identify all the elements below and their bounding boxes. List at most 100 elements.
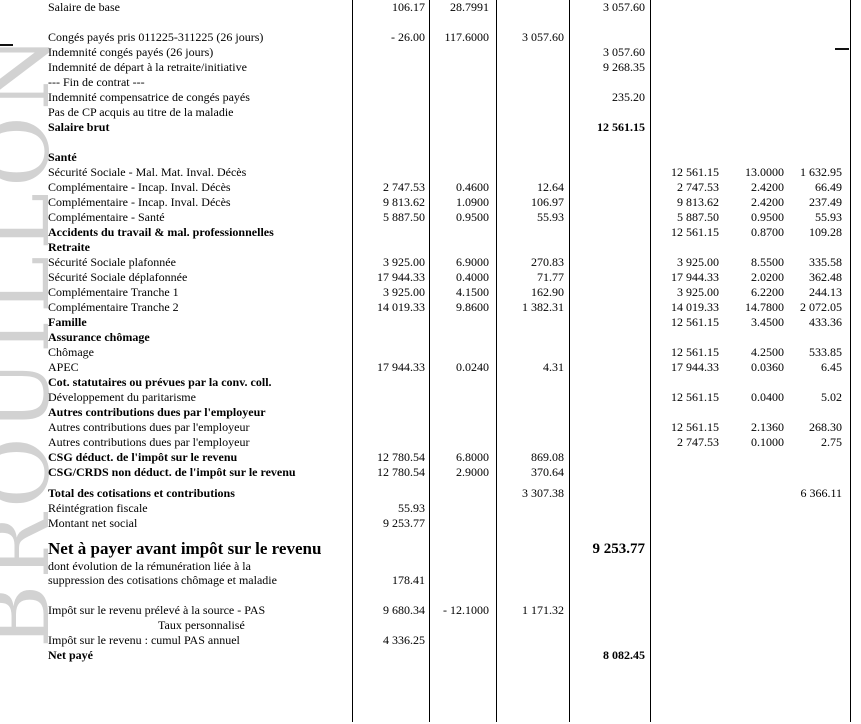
cell-amount-net bbox=[569, 390, 650, 405]
cell-rate: 6.9000 bbox=[456, 255, 489, 269]
cell-employer-rate bbox=[722, 538, 786, 560]
column-divider bbox=[650, 0, 651, 722]
table-row: Retraite bbox=[0, 240, 844, 255]
cell-employer-rate bbox=[722, 603, 786, 618]
cell-employer-base bbox=[650, 648, 722, 663]
cell-label: Complémentaire - Incap. Inval. Décès bbox=[48, 195, 231, 209]
cell-employer-rate bbox=[722, 30, 786, 45]
cell-employer-amount bbox=[786, 538, 844, 560]
table-row: CSG déduct. de l'impôt sur le revenu 12 7… bbox=[0, 450, 844, 465]
cell-employer-base bbox=[650, 486, 722, 501]
table-row: Sécurité Sociale - Mal. Mat. Inval. Décè… bbox=[0, 165, 844, 180]
cell-amount-employee: 1 382.31 bbox=[522, 300, 564, 314]
cell-rate: 0.0240 bbox=[456, 360, 489, 374]
cell-base bbox=[352, 225, 429, 240]
table-row: --- Fin de contrat --- bbox=[0, 75, 844, 90]
cell-amount-employee bbox=[496, 516, 569, 531]
cell-base bbox=[352, 435, 429, 450]
table-row: CSG/CRDS non déduct. de l'impôt sur le r… bbox=[0, 465, 844, 480]
cell-amount-employee bbox=[496, 345, 569, 360]
row-spacer bbox=[0, 531, 844, 538]
fold-mark-left bbox=[0, 44, 13, 46]
table-row: Autres contributions dues par l'employeu… bbox=[0, 405, 844, 420]
table-row: Famille 12 561.15 3.4500 433.36 bbox=[0, 315, 844, 330]
cell-amount-employee bbox=[496, 315, 569, 330]
table-row: Accidents du travail & mal. professionne… bbox=[0, 225, 844, 240]
table-row: Complémentaire Tranche 2 14 019.33 9.8600 1… bbox=[0, 300, 844, 315]
cell-employer-amount: 2.75 bbox=[821, 435, 842, 449]
cell-employer-amount bbox=[786, 516, 844, 531]
cell-rate bbox=[429, 15, 496, 30]
table-row: Cot. statutaires ou prévues par la conv.… bbox=[0, 375, 844, 390]
cell-label: Net à payer avant impôt sur le revenu bbox=[48, 539, 322, 558]
cell-amount-net bbox=[569, 360, 650, 375]
cell-employer-base bbox=[650, 501, 722, 516]
table-row: Autres contributions dues par l'employeu… bbox=[0, 420, 844, 435]
cell-amount-net bbox=[569, 240, 650, 255]
cell-amount-net bbox=[569, 435, 650, 450]
cell-base bbox=[352, 618, 429, 633]
cell-employer-base bbox=[650, 75, 722, 90]
blank-row bbox=[0, 588, 844, 603]
table-row: Montant net social 9 253.77 bbox=[0, 516, 844, 531]
cell-employer-amount bbox=[786, 60, 844, 75]
cell-employer-base bbox=[650, 135, 722, 150]
blank-row bbox=[0, 15, 844, 30]
cell-amount-employee bbox=[496, 165, 569, 180]
cell-base bbox=[352, 420, 429, 435]
cell-base bbox=[352, 45, 429, 60]
column-divider bbox=[429, 0, 430, 722]
cell-employer-rate: 14.7800 bbox=[745, 300, 784, 314]
cell-label: Réintégration fiscale bbox=[48, 501, 148, 515]
table-row: Salaire de base 106.17 28.7991 3 057.60 bbox=[0, 0, 844, 15]
cell-employer-rate bbox=[722, 330, 786, 345]
cell-employer-rate bbox=[722, 75, 786, 90]
cell-employer-rate bbox=[722, 90, 786, 105]
cell-employer-rate bbox=[722, 560, 786, 573]
cell-base: 9 680.34 bbox=[383, 603, 425, 617]
cell-amount-net bbox=[569, 420, 650, 435]
cell-label: Sécurité Sociale déplafonnée bbox=[48, 270, 188, 284]
cell-rate bbox=[429, 516, 496, 531]
cell-rate bbox=[429, 75, 496, 90]
cell-amount-employee: 3 307.38 bbox=[522, 486, 564, 500]
cell-employer-rate: 8.5500 bbox=[751, 255, 784, 269]
cell-base bbox=[352, 165, 429, 180]
table-row: Total des cotisations et contributions 3 … bbox=[0, 486, 844, 501]
cell-employer-base bbox=[650, 516, 722, 531]
cell-label bbox=[0, 588, 352, 603]
cell-amount-employee: 370.64 bbox=[531, 465, 564, 479]
cell-label: Développement du paritarisme bbox=[48, 390, 196, 404]
cell-employer-rate bbox=[722, 240, 786, 255]
cell-amount-net bbox=[569, 450, 650, 465]
cell-employer-base: 9 813.62 bbox=[677, 195, 719, 209]
cell-amount-employee: 869.08 bbox=[531, 450, 564, 464]
cell-employer-base: 12 561.15 bbox=[671, 165, 719, 179]
cell-amount-employee bbox=[496, 105, 569, 120]
cell-employer-base bbox=[650, 105, 722, 120]
cell-label: Santé bbox=[48, 150, 77, 164]
cell-rate bbox=[429, 501, 496, 516]
cell-base bbox=[352, 390, 429, 405]
cell-base bbox=[352, 560, 429, 573]
cell-label: Cot. statutaires ou prévues par la conv.… bbox=[48, 375, 272, 389]
cell-amount-employee bbox=[496, 648, 569, 663]
cell-amount-net: 9 268.35 bbox=[603, 60, 645, 74]
cell-amount-employee: 106.97 bbox=[531, 195, 564, 209]
table-row: Sécurité Sociale déplafonnée 17 944.33 0.4… bbox=[0, 270, 844, 285]
cell-employer-amount bbox=[786, 330, 844, 345]
cell-employer-base: 12 561.15 bbox=[671, 225, 719, 239]
cell-label: Congés payés pris 011225-311225 (26 jour… bbox=[48, 30, 264, 44]
cell-rate bbox=[429, 486, 496, 501]
cell-employer-rate: 0.0360 bbox=[751, 360, 784, 374]
cell-base bbox=[352, 240, 429, 255]
cell-amount-net bbox=[569, 210, 650, 225]
cell-employer-amount: 335.58 bbox=[809, 255, 842, 269]
cell-employer-base: 5 887.50 bbox=[677, 210, 719, 224]
payslip-table: Salaire de base 106.17 28.7991 3 057.60 Cong… bbox=[0, 0, 844, 663]
cell-employer-amount bbox=[786, 603, 844, 618]
cell-employer-amount: 362.48 bbox=[809, 270, 842, 284]
cell-amount-employee bbox=[496, 135, 569, 150]
cell-amount-net bbox=[569, 270, 650, 285]
cell-employer-amount bbox=[786, 648, 844, 663]
